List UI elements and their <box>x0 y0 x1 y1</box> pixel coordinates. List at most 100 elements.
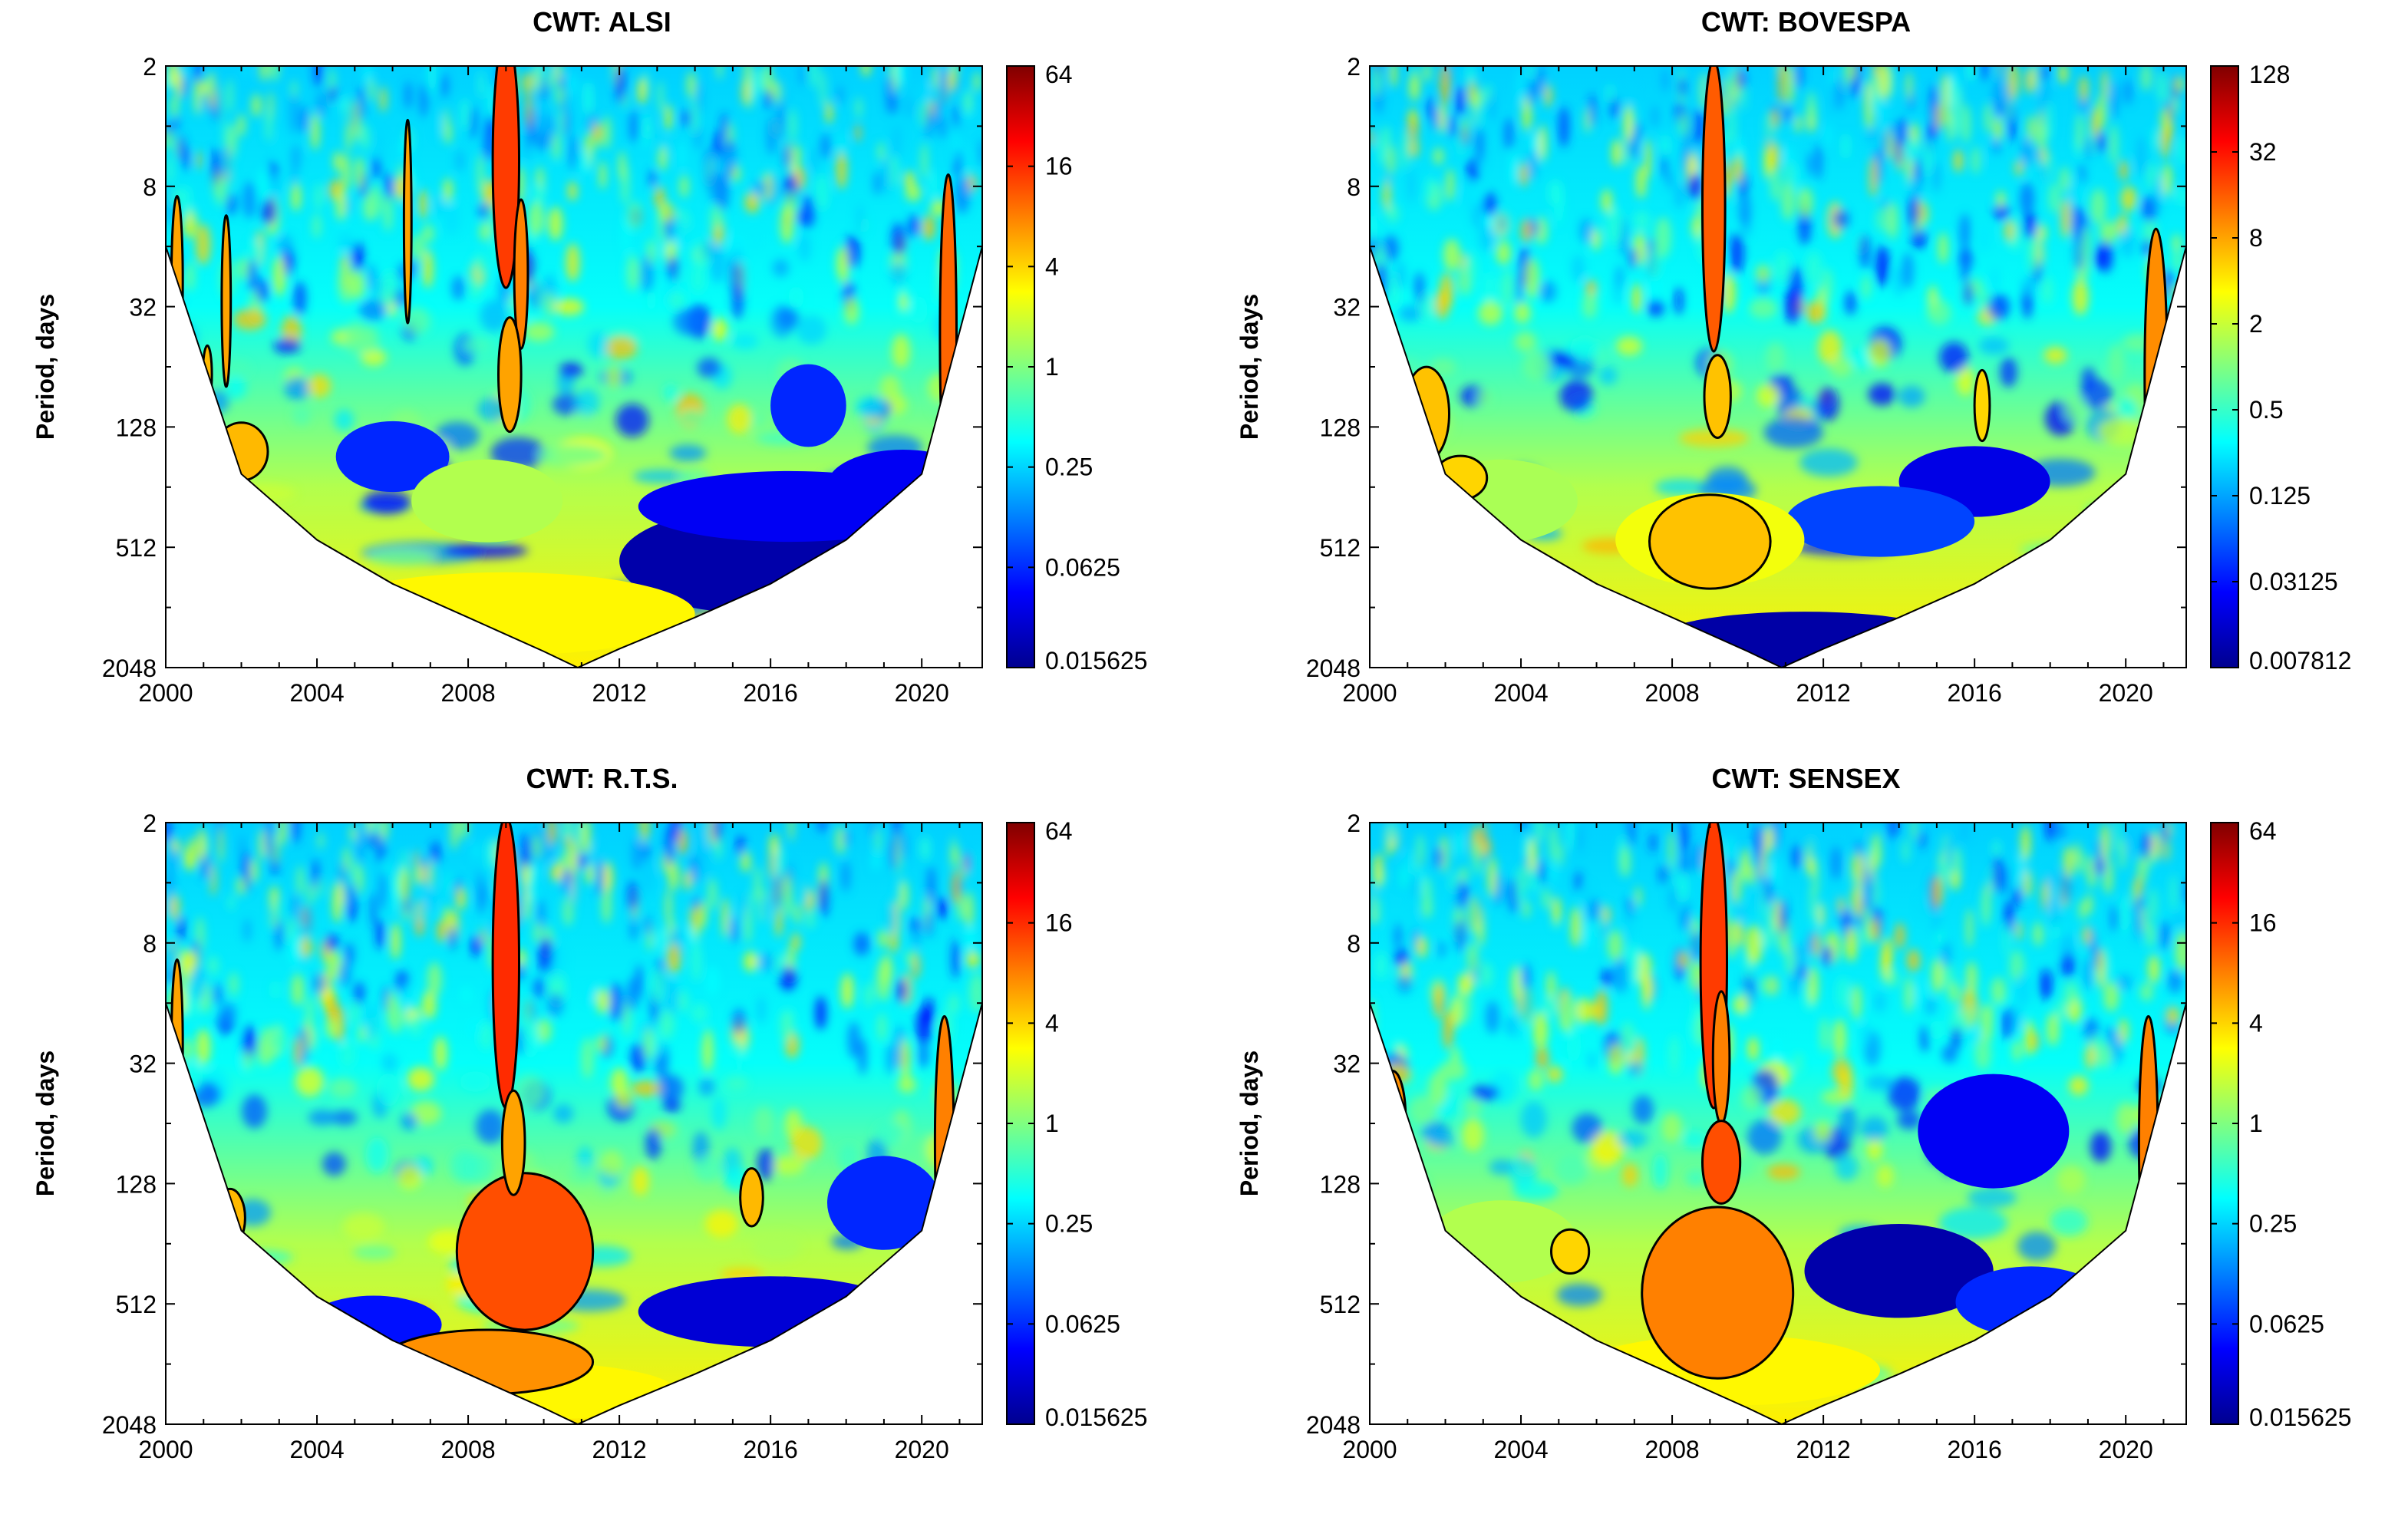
power-blob <box>1826 123 1832 149</box>
power-blob <box>1560 994 1577 1027</box>
power-blob <box>1996 191 2005 209</box>
power-blob <box>1413 272 1425 298</box>
power-blob <box>1888 66 1894 98</box>
low-power-region <box>335 421 450 493</box>
power-blob <box>1674 287 1683 315</box>
power-blob <box>1610 96 1619 119</box>
power-blob <box>789 108 797 142</box>
power-blob <box>365 1136 389 1173</box>
power-blob <box>1370 484 1405 503</box>
power-blob <box>2093 246 2109 270</box>
power-blob <box>521 833 532 868</box>
power-blob <box>418 189 428 219</box>
power-blob <box>2021 136 2031 167</box>
power-blob <box>2014 854 2020 887</box>
power-blob <box>2004 219 2014 242</box>
power-blob <box>1631 283 1642 314</box>
y-tick-label: 512 <box>1320 534 1361 562</box>
power-blob <box>223 146 229 180</box>
power-blob <box>478 203 491 219</box>
power-blob <box>1667 860 1673 887</box>
power-blob <box>692 907 701 940</box>
power-blob <box>1496 240 1512 266</box>
power-blob <box>1763 876 1774 905</box>
power-blob <box>1648 299 1664 317</box>
power-blob <box>1387 823 1397 845</box>
power-blob <box>919 81 930 108</box>
power-blob <box>645 1128 662 1160</box>
power-blob <box>691 263 706 293</box>
power-blob <box>1941 941 1951 968</box>
power-blob <box>2050 1208 2088 1236</box>
colorbar-tick-label: 16 <box>1045 153 1073 180</box>
power-blob <box>1634 210 1651 232</box>
power-blob <box>293 281 307 315</box>
power-blob <box>1747 1037 1759 1061</box>
power-blob <box>341 153 350 191</box>
power-blob <box>1652 1153 1668 1189</box>
power-blob <box>1462 117 1468 143</box>
power-blob <box>2108 344 2125 381</box>
colorbar-tick-label: 0.5 <box>2249 396 2283 424</box>
power-blob <box>744 191 760 213</box>
x-tick-label: 2020 <box>895 679 949 707</box>
power-blob <box>277 130 282 163</box>
power-blob <box>434 195 444 215</box>
power-blob <box>569 135 577 170</box>
power-blob <box>344 942 355 966</box>
power-blob <box>376 1073 401 1107</box>
power-blob <box>1888 823 1899 838</box>
power-blob <box>567 879 572 907</box>
power-blob <box>729 232 747 266</box>
power-blob <box>1476 390 1492 407</box>
power-blob <box>1537 66 1544 98</box>
power-blob <box>1446 168 1454 202</box>
power-blob <box>532 835 542 859</box>
power-blob <box>815 996 826 1030</box>
x-tick-label: 2004 <box>1493 1436 1548 1463</box>
power-blob <box>2033 66 2040 89</box>
power-blob <box>721 113 728 140</box>
power-blob <box>656 1074 684 1102</box>
power-blob <box>1393 948 1409 967</box>
power-blob <box>880 374 900 402</box>
power-blob <box>868 823 876 838</box>
power-blob <box>926 104 932 140</box>
power-blob <box>673 308 704 335</box>
power-blob <box>359 124 370 150</box>
power-blob <box>380 86 387 113</box>
power-blob <box>1813 1121 1832 1143</box>
power-blob <box>358 85 364 121</box>
power-blob <box>807 889 815 911</box>
x-tick-label: 2012 <box>592 679 647 707</box>
power-blob <box>259 829 266 861</box>
power-blob <box>1438 1060 1467 1080</box>
power-blob <box>1971 146 1980 175</box>
power-blob <box>312 859 320 891</box>
power-blob <box>1409 1095 1437 1126</box>
power-blob <box>533 855 541 877</box>
power-blob <box>2115 823 2121 853</box>
power-blob <box>420 82 427 118</box>
power-blob <box>183 847 193 871</box>
power-blob <box>296 865 304 896</box>
power-blob <box>2140 66 2152 91</box>
power-blob <box>218 826 224 863</box>
power-blob <box>1608 1043 1624 1075</box>
power-blob <box>1964 1004 1974 1028</box>
power-blob <box>1994 117 2003 143</box>
significant-region <box>455 1172 595 1331</box>
power-blob <box>853 932 870 956</box>
power-blob <box>1512 1009 1522 1041</box>
power-blob <box>342 1213 384 1241</box>
power-blob <box>748 892 754 910</box>
power-blob <box>1410 902 1418 931</box>
power-blob <box>1380 126 1391 147</box>
power-blob <box>1607 929 1623 962</box>
power-blob <box>275 920 284 952</box>
power-blob <box>1377 536 1428 553</box>
power-blob <box>466 1017 482 1038</box>
power-blob <box>752 229 760 250</box>
power-blob <box>898 1076 916 1093</box>
power-blob <box>2119 896 2130 934</box>
